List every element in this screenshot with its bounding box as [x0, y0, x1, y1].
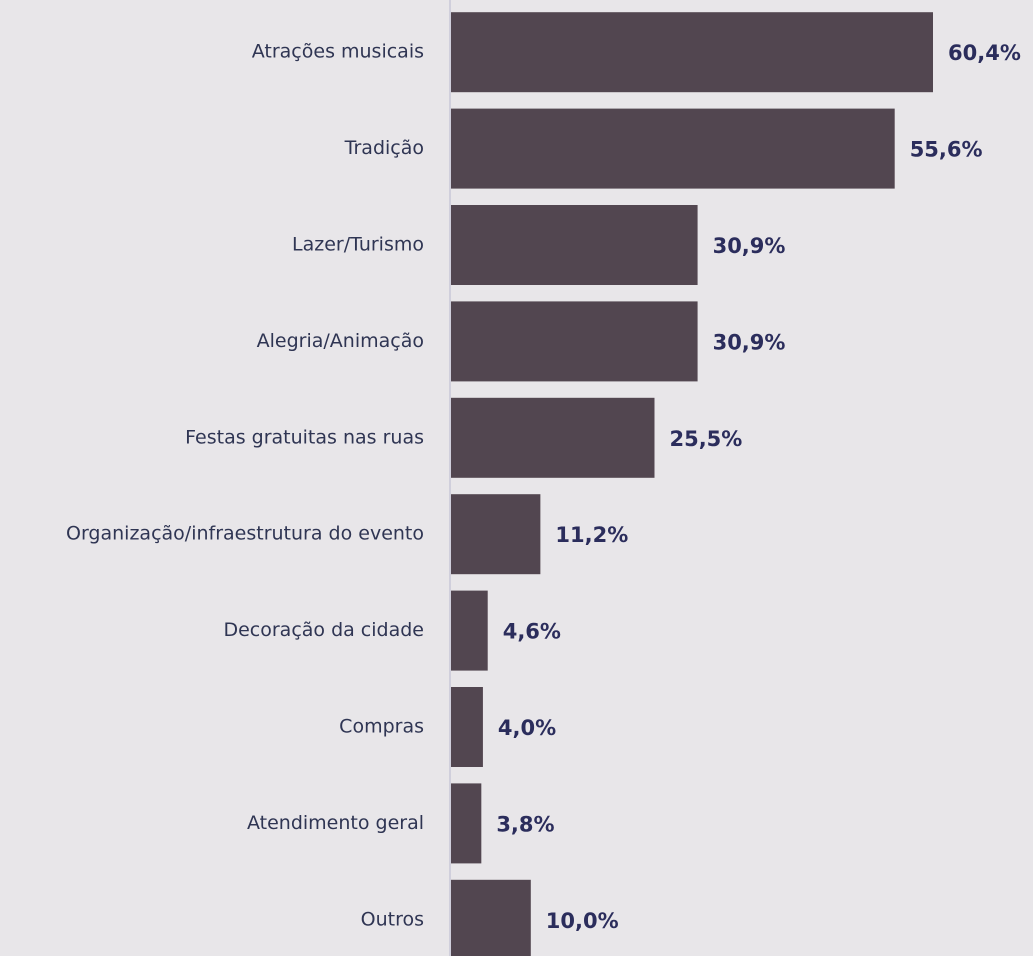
bar [451, 783, 482, 864]
bar [451, 301, 698, 382]
value-label: 11,2% [555, 523, 628, 547]
value-label: 30,9% [713, 234, 786, 258]
category-label: Atrações musicais [252, 41, 424, 63]
category-label: Tradição [344, 137, 424, 159]
value-label: 60,4% [948, 41, 1021, 65]
value-label: 4,6% [503, 620, 561, 644]
bar [451, 879, 531, 956]
bar [451, 494, 541, 575]
value-label: 30,9% [713, 330, 786, 354]
bar [451, 590, 488, 671]
value-label: 55,6% [910, 138, 983, 162]
category-label: Compras [339, 716, 424, 738]
category-label: Festas gratuitas nas ruas [185, 426, 424, 448]
value-label: 10,0% [546, 909, 619, 933]
value-label: 4,0% [498, 716, 556, 740]
bar [451, 108, 895, 189]
value-label: 25,5% [669, 427, 742, 451]
value-label: 3,8% [496, 812, 554, 836]
category-label: Organização/infraestrutura do evento [66, 523, 424, 545]
category-label: Atendimento geral [247, 812, 424, 834]
bar [451, 397, 655, 478]
category-label: Alegria/Animação [257, 330, 424, 352]
category-label: Lazer/Turismo [292, 234, 424, 256]
bar [451, 687, 483, 767]
category-label: Outros [361, 908, 424, 930]
category-label: Decoração da cidade [223, 619, 424, 641]
bar [451, 205, 698, 285]
bar [451, 12, 933, 93]
